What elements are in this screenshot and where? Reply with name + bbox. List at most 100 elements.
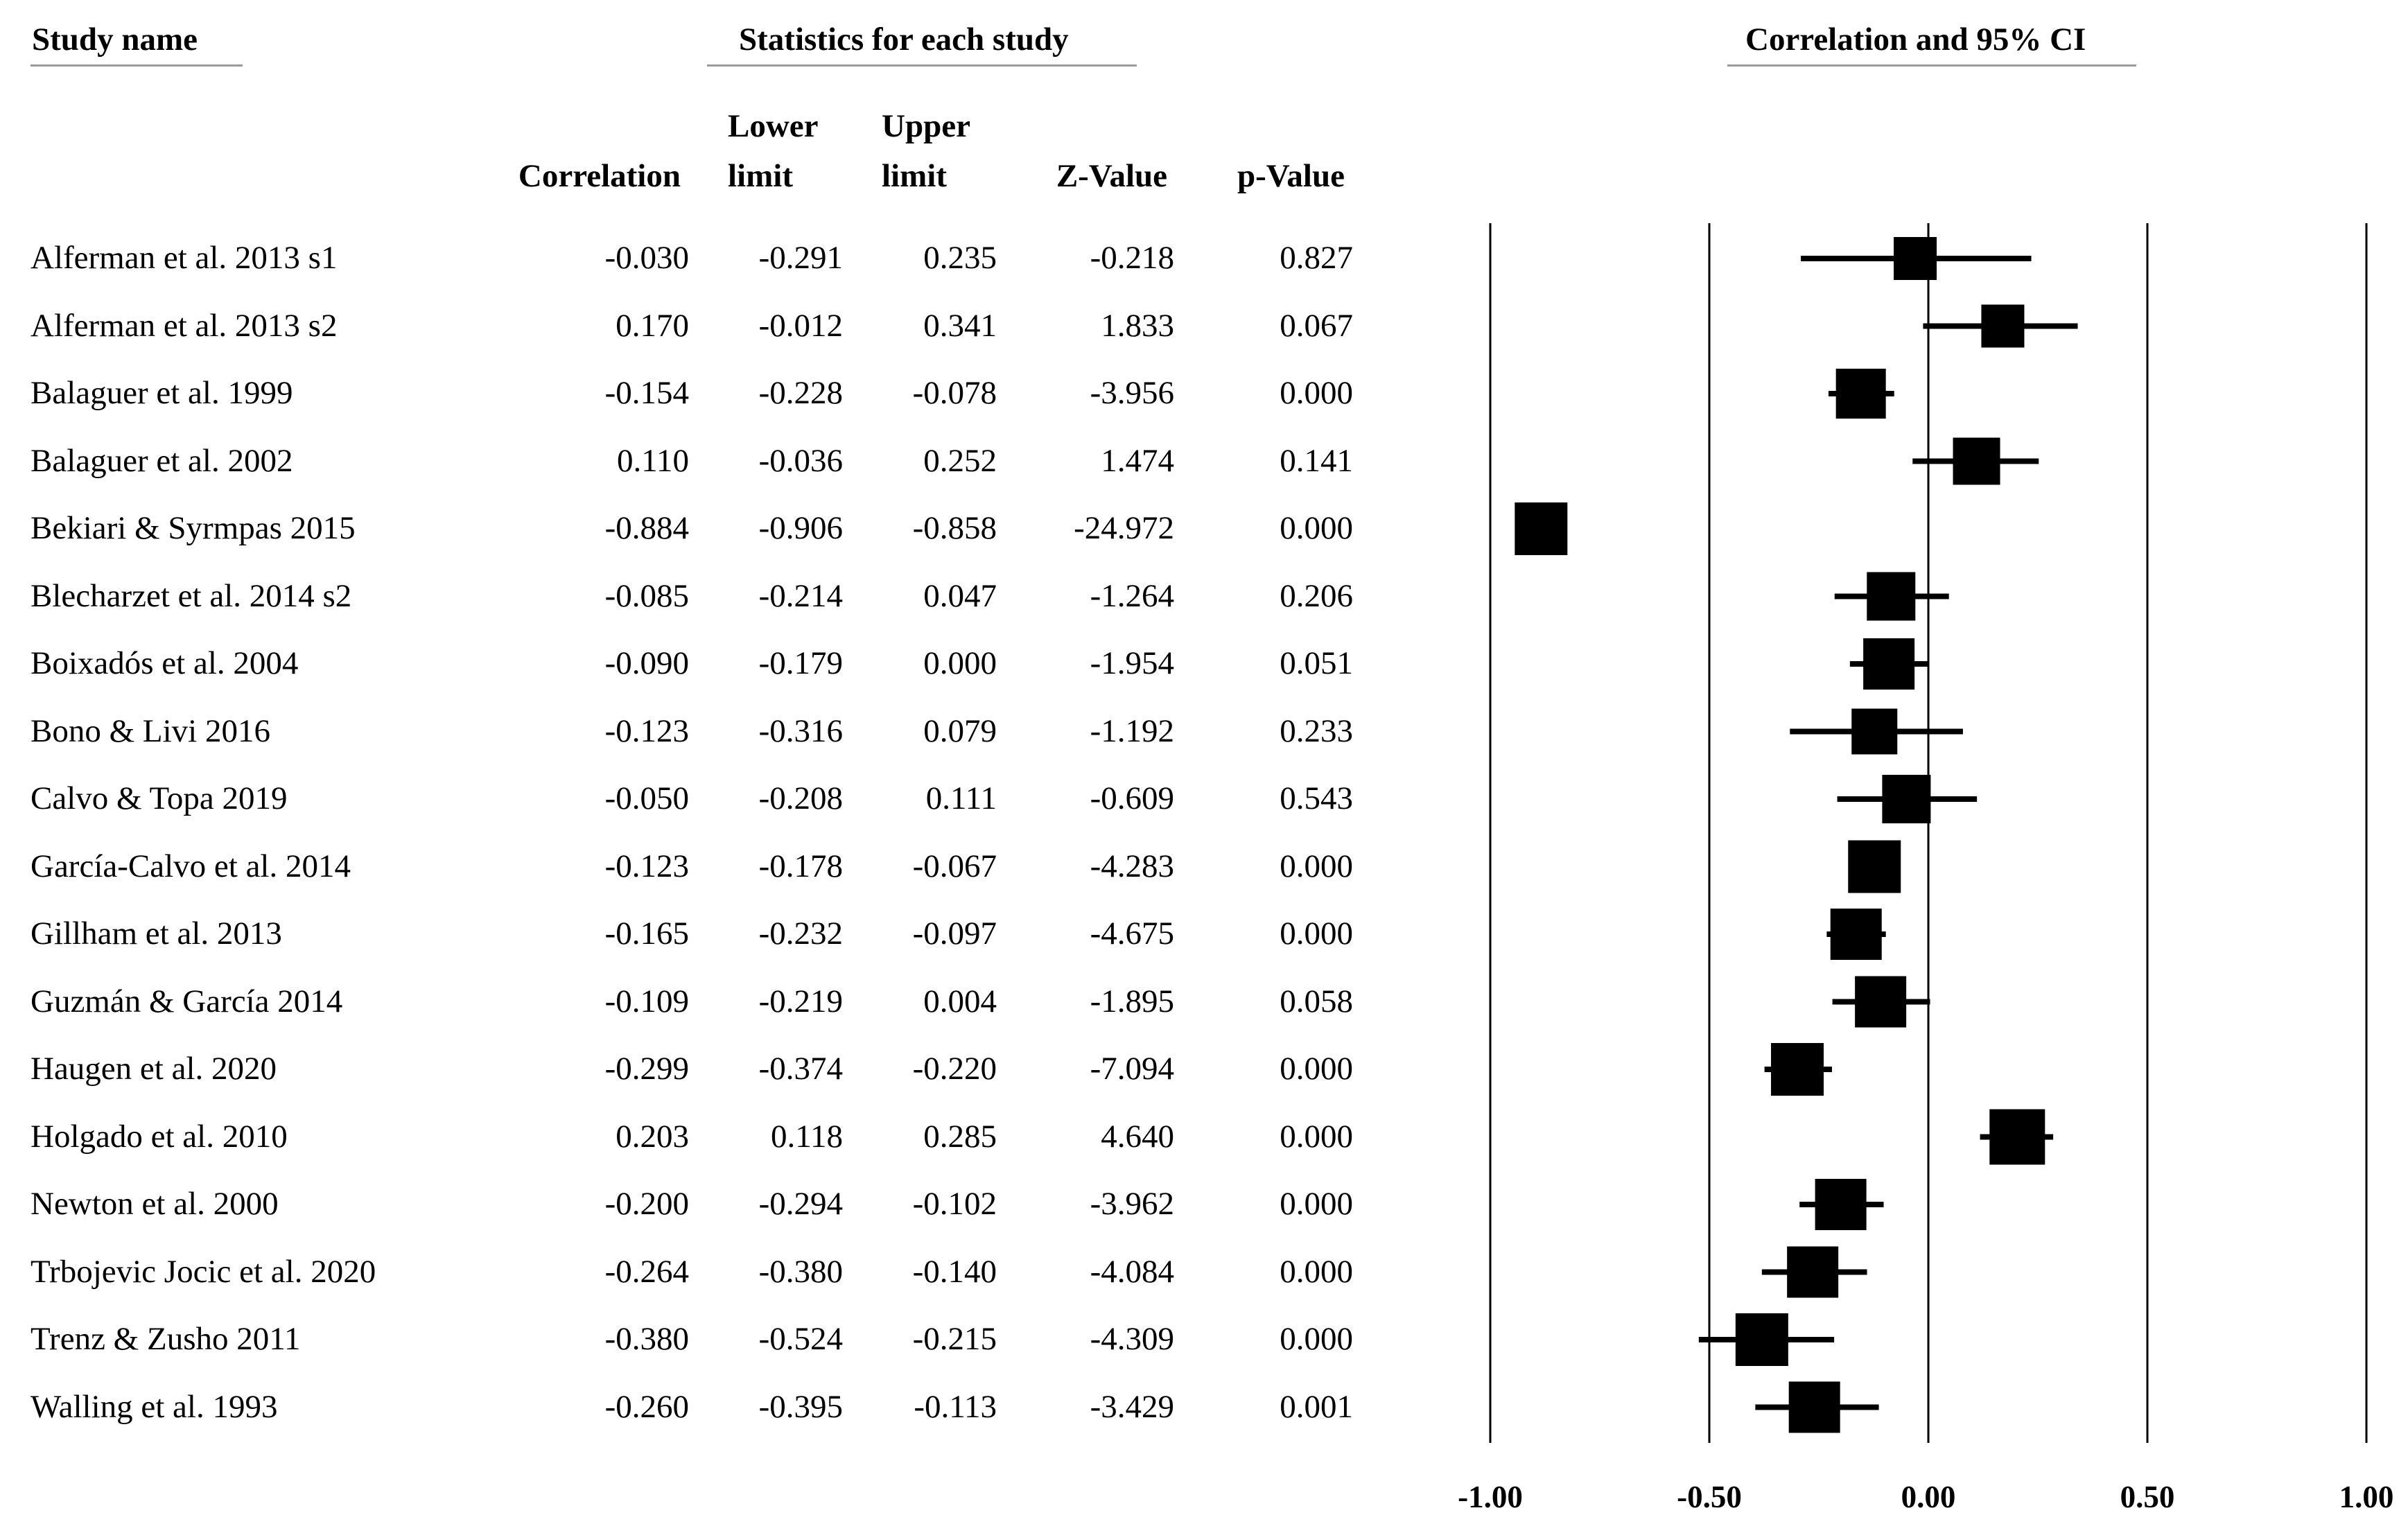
upper-limit-cell: -0.858 — [912, 510, 997, 546]
study-name-cell: García-Calvo et al. 2014 — [30, 848, 351, 884]
upper-limit-cell: -0.102 — [912, 1186, 997, 1222]
study-name-cell: Bekiari & Syrmpas 2015 — [30, 510, 356, 546]
z-value-cell: -3.956 — [1090, 375, 1174, 411]
lower-limit-cell: -0.906 — [758, 510, 843, 546]
correlation-cell: -0.884 — [604, 510, 689, 546]
study-name-underline — [30, 64, 243, 67]
effect-size-marker — [1894, 237, 1937, 280]
upper-limit-cell: -0.078 — [912, 375, 997, 411]
lower-limit-cell: -0.294 — [758, 1186, 843, 1222]
effect-size-marker — [1981, 304, 2025, 348]
p-value-cell: 0.000 — [1280, 1253, 1353, 1290]
correlation-cell: -0.085 — [604, 577, 689, 614]
effect-size-marker — [1771, 1043, 1824, 1096]
correlation-cell: -0.380 — [604, 1321, 689, 1357]
correlation-cell: -0.109 — [604, 983, 689, 1019]
correlation-cell: -0.264 — [604, 1253, 689, 1290]
p-value-cell: 0.000 — [1280, 1186, 1353, 1222]
ci-underline — [1727, 64, 2136, 67]
effect-size-marker — [1735, 1313, 1788, 1366]
correlation-cell: -0.050 — [604, 780, 689, 816]
statistics-header: Statistics for each study — [739, 21, 1069, 58]
x-tick-label: 1.00 — [2339, 1480, 2394, 1514]
p-value-cell: 0.000 — [1280, 1051, 1353, 1087]
upper-limit-cell: -0.220 — [912, 1051, 997, 1087]
z-value-cell: -4.675 — [1090, 916, 1174, 952]
z-value-cell: -4.309 — [1090, 1321, 1174, 1357]
upper-limit-cell: -0.215 — [912, 1321, 997, 1357]
x-tick-label: -1.00 — [1458, 1480, 1523, 1514]
upper-limit-cell: -0.140 — [912, 1253, 997, 1290]
z-value-cell: -4.084 — [1090, 1253, 1174, 1290]
effect-size-marker — [1851, 708, 1898, 755]
correlation-cell: -0.123 — [604, 848, 689, 884]
p-value-column-header: p-Value — [1237, 158, 1345, 194]
correlation-cell: 0.110 — [616, 442, 689, 479]
z-value-cell: -24.972 — [1074, 510, 1174, 546]
z-value-cell: 4.640 — [1101, 1118, 1174, 1155]
z-value-cell: -1.895 — [1090, 983, 1174, 1019]
effect-size-marker — [1867, 572, 1916, 621]
effect-size-marker — [1989, 1109, 2045, 1165]
study-name-cell: Trbojevic Jocic et al. 2020 — [30, 1253, 376, 1290]
z-value-cell: 1.474 — [1101, 442, 1174, 479]
effect-size-marker — [1855, 976, 1907, 1028]
effect-size-marker — [1882, 775, 1931, 823]
x-tick-label: 0.00 — [1901, 1480, 1956, 1514]
upper-limit-cell: 0.079 — [923, 712, 997, 749]
lower-limit-cell: 0.118 — [770, 1118, 843, 1155]
correlation-cell: -0.154 — [604, 375, 689, 411]
p-value-cell: 0.206 — [1280, 577, 1353, 614]
z-value-cell: -3.962 — [1090, 1186, 1174, 1222]
p-value-cell: 0.058 — [1280, 983, 1353, 1019]
p-value-cell: 0.233 — [1280, 712, 1353, 749]
study-name-cell: Blecharzet et al. 2014 s2 — [30, 577, 352, 614]
upper-limit-cell: -0.097 — [912, 916, 997, 952]
p-value-cell: 0.141 — [1280, 442, 1353, 479]
upper-limit-header-line1: Upper — [882, 108, 970, 144]
study-name-cell: Trenz & Zusho 2011 — [30, 1321, 301, 1357]
upper-limit-header-line2: limit — [882, 158, 947, 194]
z-value-cell: 1.833 — [1101, 307, 1174, 344]
correlation-cell: -0.090 — [604, 645, 689, 681]
z-value-cell: -1.264 — [1090, 577, 1174, 614]
ci-header: Correlation and 95% CI — [1745, 21, 2086, 58]
effect-size-marker — [1515, 502, 1568, 555]
p-value-cell: 0.543 — [1280, 780, 1353, 816]
effect-size-marker — [1815, 1179, 1867, 1230]
study-name-cell: Bono & Livi 2016 — [30, 712, 270, 749]
lower-limit-cell: -0.395 — [758, 1388, 843, 1425]
z-value-cell: -7.094 — [1090, 1051, 1174, 1087]
upper-limit-column-header: Upper limit — [882, 101, 970, 201]
p-value-cell: 0.000 — [1280, 916, 1353, 952]
effect-size-marker — [1830, 909, 1882, 960]
study-name-cell: Alferman et al. 2013 s2 — [30, 307, 338, 344]
lower-limit-header-line1: Lower — [728, 108, 819, 144]
z-value-cell: -1.954 — [1090, 645, 1174, 681]
p-value-cell: 0.051 — [1280, 645, 1353, 681]
study-name-cell: Boixadós et al. 2004 — [30, 645, 299, 681]
z-value-cell: -0.218 — [1090, 240, 1174, 276]
study-name-cell: Holgado et al. 2010 — [30, 1118, 288, 1155]
p-value-cell: 0.067 — [1280, 307, 1353, 344]
study-name-header: Study name — [32, 21, 198, 58]
p-value-cell: 0.000 — [1280, 1321, 1353, 1357]
study-name-cell: Walling et al. 1993 — [30, 1388, 278, 1425]
lower-limit-cell: -0.524 — [758, 1321, 843, 1357]
correlation-cell: -0.030 — [604, 240, 689, 276]
effect-size-marker — [1787, 1246, 1839, 1298]
correlation-cell: 0.203 — [616, 1118, 689, 1155]
lower-limit-cell: -0.316 — [758, 712, 843, 749]
study-name-cell: Haugen et al. 2020 — [30, 1051, 277, 1087]
upper-limit-cell: 0.341 — [923, 307, 997, 344]
correlation-cell: 0.170 — [616, 307, 689, 344]
lower-limit-cell: -0.232 — [758, 916, 843, 952]
correlation-cell: -0.299 — [604, 1051, 689, 1087]
upper-limit-cell: -0.067 — [912, 848, 997, 884]
effect-size-marker — [1863, 638, 1915, 690]
upper-limit-cell: 0.000 — [923, 645, 997, 681]
upper-limit-cell: 0.235 — [923, 240, 997, 276]
effect-size-marker — [1848, 840, 1901, 893]
